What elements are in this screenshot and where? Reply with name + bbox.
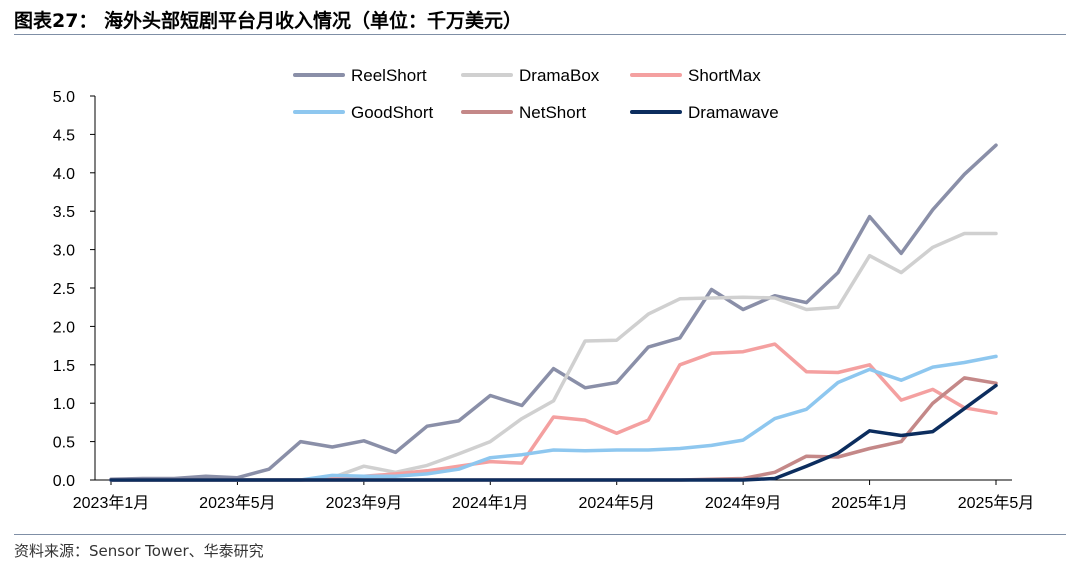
chart-series — [109, 143, 998, 482]
x-tick-label: 2024年9月 — [705, 494, 782, 512]
legend-label-shortmax: ShortMax — [688, 66, 761, 85]
y-tick-label: 2.5 — [53, 281, 75, 298]
y-tick-label: 4.0 — [53, 166, 75, 183]
chart-legend: ReelShort DramaBox ShortMax GoodShort NetSho… — [293, 66, 779, 122]
x-tick-label: 2023年5月 — [199, 494, 276, 512]
legend-label-goodshort: GoodShort — [351, 103, 433, 122]
x-tick-label: 2024年1月 — [452, 494, 529, 512]
legend-label-netshort: NetShort — [519, 103, 586, 122]
y-tick-label: 4.5 — [53, 127, 75, 144]
legend-label-dramawave: Dramawave — [688, 103, 779, 122]
series-line-netshort — [109, 376, 998, 482]
source-rule — [14, 534, 1066, 535]
series-line-shortmax — [109, 342, 998, 482]
legend-label-dramabox: DramaBox — [519, 66, 600, 85]
x-tick-label: 2025年5月 — [958, 494, 1035, 512]
series-line-reelshort — [109, 143, 998, 481]
y-tick-label: 0.5 — [53, 435, 75, 452]
series-line-dramawave — [109, 383, 998, 482]
y-tick-label: 0.0 — [53, 473, 75, 490]
x-tick-label: 2023年1月 — [73, 494, 150, 512]
y-tick-label: 5.0 — [53, 89, 75, 106]
y-tick-label: 1.0 — [53, 396, 75, 413]
legend-label-reelshort: ReelShort — [351, 66, 427, 85]
y-tick-label: 3.5 — [53, 204, 75, 221]
series-line-dramabox — [109, 231, 998, 482]
y-tick-label: 2.0 — [53, 319, 75, 336]
x-tick-label: 2024年5月 — [578, 494, 655, 512]
title-rule — [14, 34, 1066, 35]
source-note: 资料来源：Sensor Tower、华泰研究 — [14, 542, 264, 560]
chart-title: 图表27： 海外头部短剧平台月收入情况（单位：千万美元） — [14, 10, 523, 32]
x-tick-label: 2025年1月 — [831, 494, 908, 512]
chart-axes: 0.0 0.5 1.0 1.5 2.0 2.5 3.0 3.5 4.0 4.5 5.0 2023年1月… — [53, 89, 1035, 512]
y-tick-label: 3.0 — [53, 243, 75, 260]
x-tick-label: 2023年9月 — [326, 494, 403, 512]
y-tick-label: 1.5 — [53, 358, 75, 375]
